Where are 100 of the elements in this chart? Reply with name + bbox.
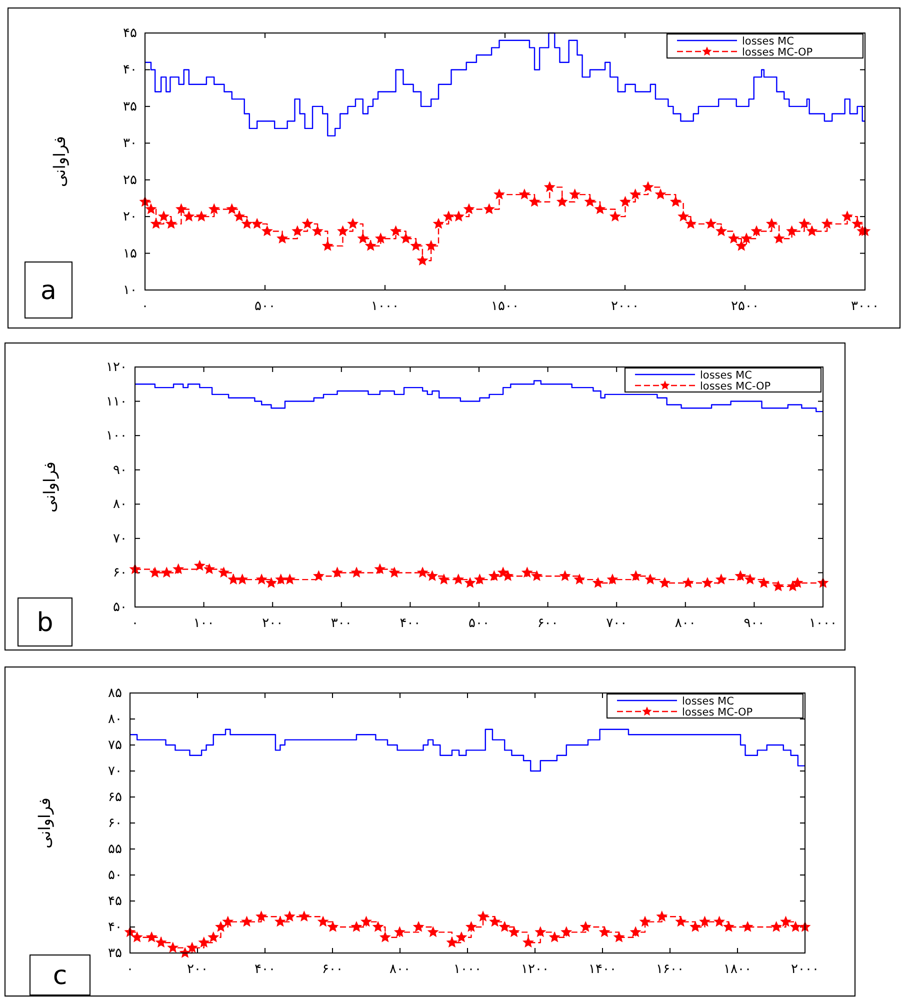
point [168,942,178,952]
point [742,922,753,932]
point [351,922,362,932]
x-tick-label: ۵۰۰ [254,299,276,314]
point [374,564,386,574]
x-tick-label: ۷۰۰ [606,616,628,631]
x-tick-label: ۱۰۰۰ [809,616,837,631]
y-tick-label: ۵۵ [108,842,122,857]
y-tick-label: ۶۰ [113,566,127,581]
point [318,916,328,926]
point [456,932,467,942]
point [276,574,286,584]
point [266,578,276,588]
point [771,922,782,932]
text: b [36,608,54,638]
point [380,932,390,942]
point [198,937,210,948]
x-tick-label: ۱۴۰۰ [588,962,616,977]
point [314,570,324,581]
point [216,922,226,932]
y-tick-label: ۲۰ [123,210,137,225]
point [724,922,734,932]
y-tick-label: ۴۵ [108,894,122,909]
point [702,578,713,588]
y-tick-label: ۸۵ [108,686,122,701]
point [351,567,362,578]
point [690,922,700,932]
point [394,926,405,937]
point [592,578,604,588]
x-tick-label: ۹۰۰ [744,616,765,631]
point [228,574,239,584]
x-tick-label: ۵۰۰ [468,616,490,631]
y-tick-label: ۱۱۰ [106,394,127,410]
point [242,916,252,926]
point [428,926,438,937]
point [389,567,400,578]
point [790,922,801,932]
text: c [52,961,68,991]
point [464,578,476,588]
point [561,926,572,937]
point [499,922,510,932]
y-tick-label: ۸۰ [113,497,127,512]
text: losses MC [742,36,794,48]
y-tick-label: ۳۵ [108,946,122,961]
y-tick-label: ۱۰۰ [106,428,127,444]
point [438,574,450,584]
x-tick-label: ۲۰۰۰ [611,299,639,314]
point [332,567,342,578]
y-tick-label: ۹۰ [113,462,127,478]
y-tick-label: ۶۵ [108,790,122,805]
point [630,926,641,937]
y-tick-label: ۸۰ [108,712,122,727]
point [574,574,585,584]
point [599,926,610,937]
point [549,932,560,942]
x-tick-label: ۰ [126,962,134,977]
point [478,911,488,922]
point [222,916,234,926]
point [508,926,520,937]
point [204,564,214,574]
point [453,574,464,584]
x-tick-label: ۳۰۰۰ [851,299,879,314]
x-tick-label: ۱۰۰۰ [371,299,399,314]
point [502,570,514,581]
point [413,922,424,932]
point [417,567,428,578]
y-tick-label: ۴۰ [123,62,137,78]
x-tick-label: ۴۰۰ [254,962,276,977]
point [560,570,570,581]
y-tick-label: ۱۲۰ [106,360,127,375]
y-axis-title: فراوانی [40,462,59,512]
x-tick-label: ۰ [132,616,138,631]
x-tick-label: ۲۰۰۰ [791,962,819,977]
series-label: losses MC [700,370,752,382]
point [237,574,248,584]
y-tick-label: ۳۵ [123,99,138,114]
x-tick-label: ۱۰۰ [193,616,214,631]
y-tick-label: ۲۵ [123,172,138,188]
point [660,578,670,588]
point [474,574,485,584]
point [656,911,668,922]
point [676,916,686,926]
legend-label: losses MC-OP [682,706,753,718]
x-tick-label: ۲۰۰ [262,616,284,631]
legend-label: losses MC-OP [742,46,813,58]
point [792,578,803,588]
point [716,574,726,584]
point [773,581,784,591]
point [580,922,591,932]
x-tick-label: ۰ [142,299,148,314]
point [218,567,229,578]
y-axis-title: فراوانی [35,798,54,848]
y-tick-label: ۵۰ [113,600,127,615]
y-tick-label: ۳۰ [123,136,137,152]
point [490,916,500,926]
x-tick-label: ۲۰۰ [187,962,208,977]
text: losses MC [682,696,734,708]
y-axis-title: فراوانی [50,136,69,187]
point [194,560,205,570]
legend-label: losses MC-OP [700,380,771,392]
